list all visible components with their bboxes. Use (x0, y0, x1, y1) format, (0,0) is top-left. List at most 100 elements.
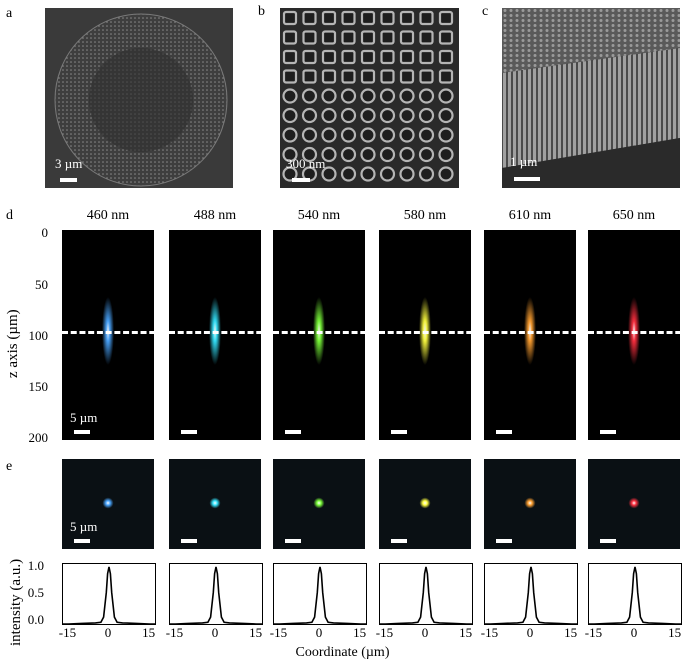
nanopillar (438, 88, 454, 104)
nanopillar (418, 166, 435, 182)
nanopillar (419, 30, 434, 45)
x-tick-label: 0 (315, 625, 323, 640)
x-tick-label: 0 (421, 625, 429, 640)
focal-spot-longitudinal (419, 297, 431, 365)
x-tick-label: 0 (211, 625, 219, 640)
x-tick-label: 15 (353, 625, 367, 640)
nanopillar (360, 146, 376, 163)
focal-plane-dashed-line (273, 331, 365, 334)
focal-intensity-panel (484, 230, 576, 440)
focal-intensity-panel: 5 µm (62, 230, 154, 440)
x-tick-label: 0 (104, 625, 112, 640)
focal-plane-dashed-line (379, 331, 471, 334)
wavelength-label: 540 nm (297, 208, 341, 223)
intensity-profile-line (170, 566, 262, 625)
x-tick-label: -15 (269, 625, 288, 640)
focal-spot-panel: 5 µm (62, 459, 154, 549)
nanopillar (321, 166, 337, 182)
nanopillar (282, 49, 298, 65)
x-tick-label: -15 (165, 625, 184, 640)
d-ytick: 50 (35, 277, 48, 292)
nanopillar (379, 107, 396, 124)
nanopillar (379, 88, 396, 104)
nanopillar (419, 69, 434, 84)
intensity-profile-plot (62, 563, 156, 625)
nanopillar (282, 166, 298, 182)
scale-bar (391, 539, 407, 543)
intensity-profile-plot (379, 563, 473, 625)
sem-image-tilted: 1 µm (502, 8, 680, 188)
nanopillar (399, 88, 415, 104)
nanopillar (360, 88, 376, 104)
d-ytick: 150 (28, 379, 49, 394)
wavelength-label: 580 nm (403, 208, 447, 223)
scale-bar (74, 539, 90, 543)
nanopillar (360, 166, 376, 182)
e-x-axis-label: Coordinate (µm) (295, 645, 390, 660)
nanopillar (321, 10, 337, 26)
x-tick-label: -15 (480, 625, 499, 640)
focal-spot-longitudinal (209, 297, 221, 365)
focal-spot-transverse (628, 497, 640, 509)
panel-label-a: a (6, 6, 13, 21)
scale-bar (600, 539, 616, 543)
nanopillar (282, 107, 298, 124)
intensity-profile-plot (588, 563, 682, 625)
nanopillar (360, 49, 376, 65)
panel-label-e: e (6, 459, 13, 474)
focal-spot-transverse (419, 497, 431, 509)
nanopillar (379, 127, 396, 143)
nanopillar (418, 146, 435, 163)
intensity-profile-line (274, 566, 366, 625)
x-tick-label: 0 (630, 625, 638, 640)
scale-bar (74, 430, 90, 434)
x-tick-label: -15 (375, 625, 394, 640)
x-tick-label: -15 (58, 625, 77, 640)
nanopillar (380, 10, 395, 26)
focal-spot-panel (169, 459, 261, 549)
nanopillar (302, 69, 317, 84)
focal-spot-longitudinal (313, 297, 325, 365)
panel-label-d: d (6, 208, 13, 223)
wavelength-label: 650 nm (612, 208, 656, 223)
nanopillar (380, 49, 395, 65)
nanopillar (399, 127, 415, 143)
x-tick-label: 15 (142, 625, 156, 640)
x-tick-label: 15 (249, 625, 263, 640)
d-ytick: 200 (28, 430, 49, 445)
nanopillar (360, 69, 376, 84)
nanopillar (341, 49, 356, 65)
x-tick-label: -15 (584, 625, 603, 640)
nanopillar (399, 166, 415, 182)
scale-bar (285, 430, 301, 434)
nanopillar (301, 127, 318, 143)
nanopillar (438, 30, 454, 45)
scale-label: 300 nm (286, 156, 326, 171)
scale-bar (496, 539, 512, 543)
panel-label-b: b (258, 4, 265, 19)
focal-intensity-panel (588, 230, 680, 440)
nanopillar (341, 10, 356, 26)
nanopillar (340, 127, 357, 143)
nanopillar (438, 127, 454, 143)
intensity-profile-plot (484, 563, 578, 625)
scale-bar (292, 178, 310, 182)
nanopillar (340, 88, 357, 104)
focal-intensity-panel (169, 230, 261, 440)
focal-spot-panel (273, 459, 365, 549)
focal-intensity-panel (273, 230, 365, 440)
scale-label: 1 µm (510, 154, 538, 169)
d-ytick: 100 (28, 328, 49, 343)
nanopillar (380, 30, 395, 45)
nanopillar (399, 146, 415, 163)
scale-bar (181, 430, 197, 434)
x-tick-label: 15 (668, 625, 682, 640)
scale-bar (496, 430, 512, 434)
nanopillar (380, 69, 395, 84)
nanopillar (399, 30, 415, 45)
focal-spot-transverse (524, 497, 536, 509)
nanopillar (419, 49, 434, 65)
nanopillar (438, 146, 454, 163)
nanopillar (340, 146, 357, 163)
e-ytick: 0.5 (27, 585, 44, 600)
